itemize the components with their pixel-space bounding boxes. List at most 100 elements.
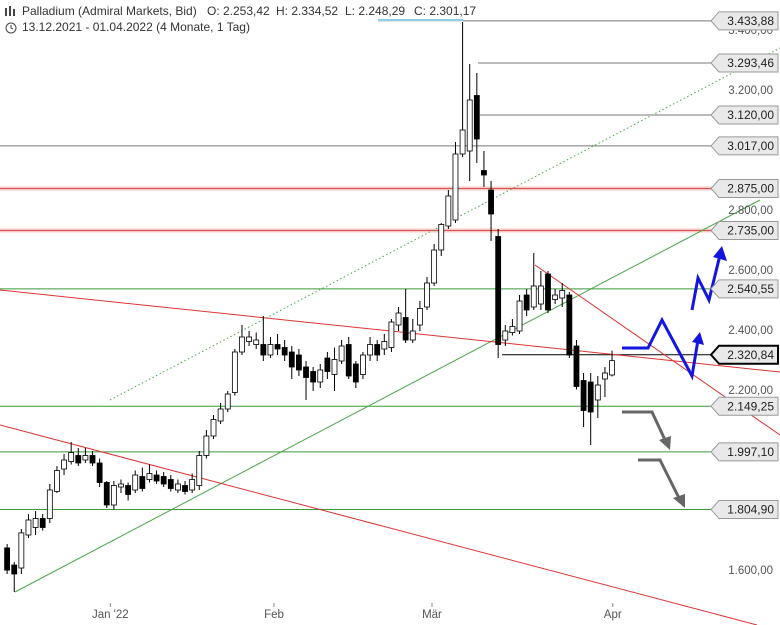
candle-body: [431, 249, 438, 284]
layer-levels: [0, 20, 718, 511]
y-tick-label: 2.400,00: [728, 325, 773, 337]
candle-body: [239, 336, 245, 353]
x-tick-label: Feb: [264, 609, 284, 621]
candle-body: [317, 369, 324, 383]
candle-body: [96, 462, 103, 483]
candle-body: [445, 195, 452, 227]
candle-body: [345, 344, 352, 377]
candle-body: [331, 359, 338, 375]
forecast-arrow: [690, 254, 722, 311]
candle-body: [153, 474, 160, 482]
icon: [9, 6, 11, 16]
candle-body: [267, 344, 274, 356]
candle-body: [132, 474, 139, 491]
subtitle: 13.12.2021 - 01.04.2022 (4 Monate, 1 Tag…: [22, 20, 250, 34]
header-value: H: 2.334,52: [276, 4, 338, 18]
candle-body: [530, 285, 537, 308]
candle-body: [580, 380, 587, 411]
y-tick-label: 3.200,00: [728, 85, 773, 97]
header-value: C: 2.301,17: [414, 4, 476, 18]
level-label: 3.293,46: [727, 56, 774, 70]
candle-body: [253, 339, 260, 345]
candle-body: [46, 489, 53, 519]
candle-body: [82, 455, 89, 461]
arrow-head: [673, 494, 685, 508]
level-box: [710, 396, 779, 416]
candle-body: [139, 476, 146, 489]
x-tick-label: Apr: [604, 609, 622, 621]
candle-body: [509, 326, 516, 333]
candle-body: [559, 290, 566, 299]
candle-body: [402, 317, 409, 341]
header-value: O: 2.253,42: [207, 4, 270, 18]
level-label: 2.875,00: [727, 182, 774, 196]
level-box: [710, 279, 779, 299]
y-tick-label: 2.600,00: [728, 265, 773, 277]
candle-body: [4, 547, 11, 571]
level-label: 3.017,00: [727, 139, 774, 153]
candle-body: [146, 473, 153, 480]
candle-body: [303, 366, 309, 378]
candle-body: [381, 341, 388, 350]
x-tick-label: Jan '22: [92, 609, 129, 621]
candle-body: [110, 485, 117, 506]
y-tick-label: 1.600,00: [728, 565, 773, 577]
level-label: 1.997,10: [727, 445, 774, 459]
level-box: [710, 105, 779, 125]
candle-body: [609, 360, 615, 376]
level-box: [710, 11, 779, 31]
candle-body: [523, 294, 530, 311]
level-box: [710, 179, 779, 198]
candle-body: [537, 285, 544, 305]
candle-body: [374, 344, 381, 356]
candle-body: [39, 518, 46, 528]
level-label: 2.149,25: [727, 399, 774, 413]
candle-body: [18, 532, 25, 569]
candle-body: [395, 312, 402, 326]
trendline-dotted: [109, 47, 780, 401]
candle-body: [466, 99, 473, 152]
candle-body: [424, 282, 430, 308]
candle-body: [75, 455, 82, 464]
candle-body: [118, 483, 124, 488]
candle-body: [175, 483, 181, 491]
candle-body: [438, 224, 445, 251]
candle-body: [566, 294, 573, 356]
candle-body: [260, 344, 267, 356]
candle-body: [602, 372, 608, 380]
y-tick-label: 2.800,00: [728, 205, 773, 217]
candle-body: [167, 479, 174, 489]
candle-body: [203, 435, 210, 456]
level-box: [710, 500, 779, 520]
down-arrow: [638, 458, 682, 501]
candle-body: [360, 354, 366, 375]
candle-body: [495, 236, 502, 345]
candle-body: [25, 519, 32, 536]
candle-body: [274, 344, 281, 350]
candle-body: [217, 408, 224, 422]
candles: [4, 22, 615, 592]
header: Palladium (Admiral Markets, Bid) O: 2.25…: [5, 4, 476, 34]
level-box: [709, 344, 779, 365]
candle-body: [11, 564, 18, 575]
y-tick-label: 2.200,00: [728, 385, 773, 397]
icon: [13, 9, 15, 16]
candle-body: [587, 381, 594, 413]
candle-body: [61, 459, 67, 470]
x-tick-label: Mär: [422, 609, 442, 621]
level-box: [710, 53, 779, 73]
candle-body: [324, 357, 331, 372]
candle-body: [89, 455, 96, 464]
candle-body: [516, 300, 523, 332]
arrow-head: [659, 436, 671, 450]
level-label: 1.804,90: [727, 503, 774, 517]
level-label: 2.735,00: [727, 224, 774, 238]
trendline: [14, 199, 761, 593]
forecast-arrow: [622, 316, 700, 381]
trendline: [0, 424, 758, 625]
candle-body: [459, 129, 466, 155]
labels: 3.400,003.200,002.800,002.600,002.400,00…: [92, 11, 779, 621]
arrow-head: [713, 246, 727, 261]
